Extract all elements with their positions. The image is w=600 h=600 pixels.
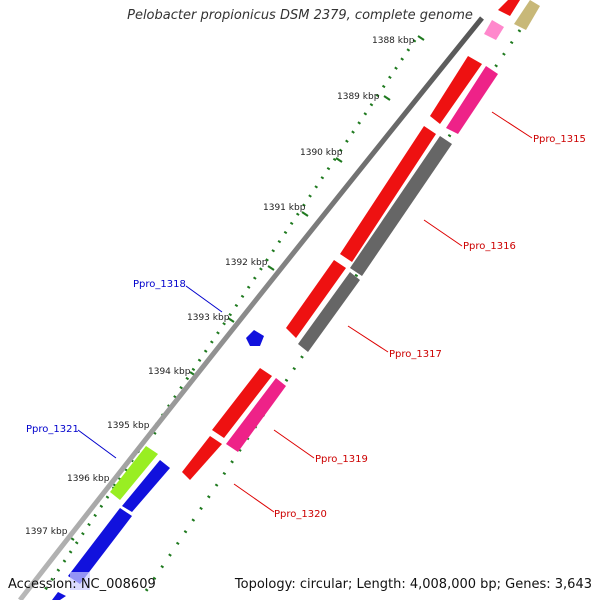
gene-ppro-1315-red[interactable] (430, 56, 482, 124)
scale-tick (301, 211, 309, 217)
gene-label-ppro-1318[interactable]: Ppro_1318 (133, 279, 186, 290)
gene-blue-long[interactable] (68, 508, 132, 584)
scale-tick (335, 157, 343, 163)
gene-label-ppro-1321[interactable]: Ppro_1321 (26, 424, 79, 435)
scale-label: 1394 kbp (148, 367, 191, 377)
gene-red[interactable] (498, 0, 520, 16)
genome-backbone (18, 16, 484, 600)
gene-ppro-1319-red[interactable] (212, 368, 272, 438)
label-lines (77, 111, 533, 513)
gene-ppro-1317-red[interactable] (286, 260, 346, 338)
page-title: Pelobacter propionicus DSM 2379, complet… (127, 8, 473, 23)
scale-tick (417, 35, 425, 41)
scale-label: 1395 kbp (107, 421, 150, 431)
scale-label: 1397 kbp (25, 527, 68, 537)
scale-label: 1396 kbp (67, 474, 110, 484)
scale-label: 1389 kbp (337, 92, 380, 102)
label-line-ppro-1319 (273, 429, 315, 459)
gene-label-ppro-1320[interactable]: Ppro_1320 (274, 509, 327, 520)
genome-summary: Topology: circular; Length: 4,008,000 bp… (234, 577, 592, 592)
label-line-ppro-1318 (185, 285, 223, 313)
gene-ppro-1317-gray[interactable] (298, 272, 360, 352)
label-line-ppro-1320 (233, 483, 275, 513)
scale-label: 1392 kbp (225, 258, 268, 268)
gene-light-pink[interactable] (484, 20, 504, 40)
accession-highlight (70, 572, 90, 590)
gene-ppro-1319-pink[interactable] (226, 378, 286, 452)
gene-blue-bottom[interactable] (52, 592, 66, 600)
scale-tick (383, 95, 391, 101)
label-line-ppro-1315 (491, 111, 533, 139)
scale-label: 1388 kbp (372, 36, 415, 46)
gene-blue[interactable] (122, 460, 170, 512)
scale-tick (227, 317, 235, 323)
gene-ppro-1316-gray[interactable] (350, 136, 452, 276)
gene-ppro-1318[interactable] (246, 330, 264, 346)
scale-label: 1393 kbp (187, 313, 230, 323)
gene-ppro-1320-red[interactable] (182, 436, 222, 480)
scale-dotted-line (43, 39, 417, 591)
gene-label-ppro-1317[interactable]: Ppro_1317 (389, 349, 442, 360)
gene-ppro-1315-pink[interactable] (446, 66, 498, 134)
scale-label: 1390 kbp (300, 148, 343, 158)
label-line-ppro-1321 (77, 429, 117, 459)
gene-ppro-1316-red[interactable] (340, 126, 436, 262)
scale-label: 1391 kbp (263, 203, 306, 213)
gene-label-ppro-1315[interactable]: Ppro_1315 (533, 134, 586, 145)
label-line-ppro-1317 (347, 325, 389, 353)
gene-label-ppro-1316[interactable]: Ppro_1316 (463, 241, 516, 252)
genes (52, 0, 540, 600)
gene-ppro-1321-green[interactable] (110, 446, 158, 500)
gene-label-ppro-1319[interactable]: Ppro_1319 (315, 454, 368, 465)
accession-text: Accession: NC_008609 (8, 577, 156, 592)
scale-tick (267, 265, 275, 271)
label-line-ppro-1316 (423, 219, 463, 247)
gene-khaki[interactable] (514, 0, 540, 30)
scale-ticks (67, 35, 425, 541)
